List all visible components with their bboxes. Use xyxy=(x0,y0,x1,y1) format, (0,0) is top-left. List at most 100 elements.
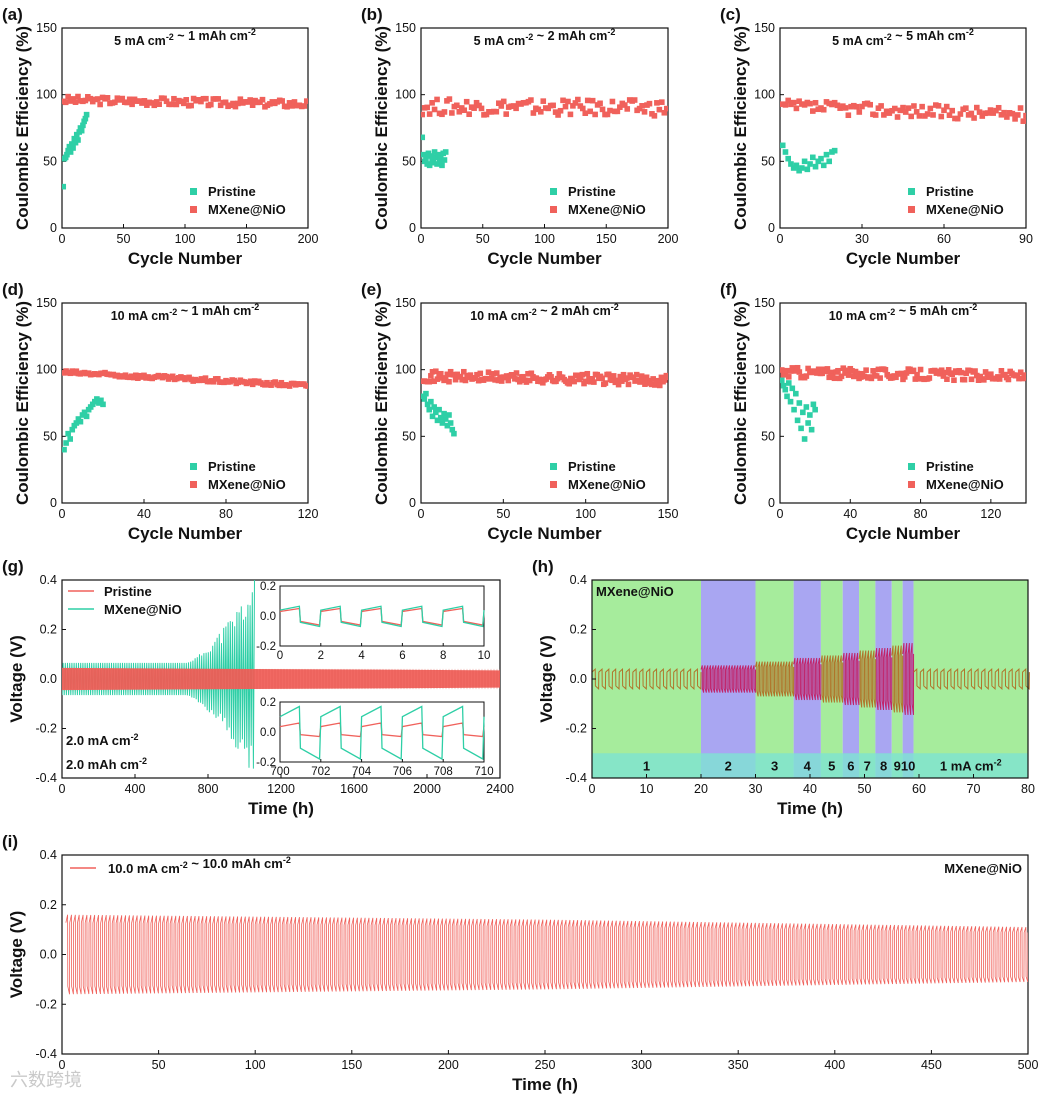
pristine-point xyxy=(780,382,787,389)
mxene-point xyxy=(484,375,490,382)
pristine-point xyxy=(429,413,436,420)
x-tick-label: 100 xyxy=(175,232,196,246)
mxene-point xyxy=(1004,114,1010,120)
inset-x-tick-label: 4 xyxy=(358,650,365,662)
mxene-point xyxy=(594,371,600,378)
mxene-point xyxy=(112,99,118,106)
x-tick-label: 70 xyxy=(967,782,981,796)
mxene-point xyxy=(858,374,864,380)
mxene-point xyxy=(231,377,237,384)
mxene-point xyxy=(550,102,556,109)
panel-label: (h) xyxy=(532,557,554,576)
pristine-point xyxy=(62,183,67,190)
pristine-point xyxy=(818,155,824,162)
rate-label: 5 xyxy=(828,759,835,774)
voltage-trace xyxy=(874,647,893,711)
mxene-point xyxy=(493,108,500,115)
y-tick-label: -0.4 xyxy=(35,771,57,785)
mxene-point xyxy=(82,97,89,104)
mxene-point xyxy=(235,100,241,107)
mxene-point xyxy=(472,375,479,381)
y-axis-title: Coulombic Efficiency (%) xyxy=(372,26,391,230)
mxene-point xyxy=(840,365,847,371)
mxene-point xyxy=(208,101,214,108)
mxene-point xyxy=(938,113,945,120)
mxene-point xyxy=(426,378,433,385)
mxene-point xyxy=(963,105,969,111)
pristine-point xyxy=(823,151,830,158)
pristine-point xyxy=(793,390,799,397)
mxene-point xyxy=(461,368,467,375)
pristine-point xyxy=(431,149,438,155)
y-tick-label: 100 xyxy=(36,88,57,102)
panel-label: (i) xyxy=(2,832,18,851)
mxene-point xyxy=(642,381,648,387)
inset-y-tick-label: -0.2 xyxy=(256,641,276,653)
mxene-point xyxy=(908,113,914,120)
pristine-point xyxy=(791,406,797,413)
pristine-point xyxy=(67,436,73,442)
pristine-point xyxy=(62,446,67,453)
pristine-point xyxy=(798,425,804,432)
inset-y-tick-label: 0.0 xyxy=(260,727,276,739)
panel-label: (a) xyxy=(2,5,23,24)
mxene-point xyxy=(949,371,955,378)
pristine-point xyxy=(437,414,444,421)
mxene-point xyxy=(530,110,537,116)
inset-x-tick-label: 0 xyxy=(277,650,283,662)
pristine-point xyxy=(428,153,434,159)
mxene-point xyxy=(905,105,912,111)
mxene-point xyxy=(842,105,849,111)
mxene-point xyxy=(651,113,658,119)
mxene-point xyxy=(648,381,655,388)
x-tick-label: 50 xyxy=(496,507,510,521)
mxene-point xyxy=(433,368,439,375)
mxene-point xyxy=(1020,118,1026,124)
mxene-point xyxy=(305,383,308,389)
pristine-point xyxy=(441,157,448,163)
pristine-point xyxy=(424,401,431,408)
mxene-point xyxy=(845,112,852,119)
mxene-point xyxy=(621,102,628,108)
mxene-point xyxy=(958,369,964,376)
panel-c: 0 30 60 90 0 50 100 150 Cycle Number Coulombic Ef… xyxy=(720,5,1033,268)
mxene-point xyxy=(301,103,308,109)
mxene-point xyxy=(232,103,239,110)
legend-marker xyxy=(908,481,915,488)
legend-entry: 10.0 mA cm-2 ~ 10.0 mAh cm-2 xyxy=(108,855,291,876)
pristine-point xyxy=(451,430,457,437)
legend-entry: Pristine xyxy=(104,584,152,599)
mxene-point xyxy=(503,373,510,379)
mxene-point xyxy=(998,367,1005,374)
pristine-point xyxy=(69,141,75,147)
mxene-point xyxy=(562,103,569,110)
panel-g: 0 400 800 1200 1600 2000 2400 -0.4 -0.2 0.0 0.2 0.4… xyxy=(2,557,514,818)
mxene-point xyxy=(451,372,457,378)
pristine-point xyxy=(796,400,803,406)
x-axis-title: Cycle Number xyxy=(128,249,243,268)
pristine-point xyxy=(787,398,794,405)
mxene-point xyxy=(513,105,519,112)
condition-label: 2.0 mAh cm-2 xyxy=(66,756,147,772)
mxene-point xyxy=(974,104,980,111)
mxene-point xyxy=(868,375,875,382)
mxene-point xyxy=(1012,116,1018,122)
mxene-point xyxy=(796,98,802,104)
pristine-point xyxy=(800,409,806,416)
y-tick-label: 0.0 xyxy=(40,948,57,962)
pristine-point xyxy=(78,127,85,134)
mxene-point xyxy=(805,365,811,372)
y-tick-label: 100 xyxy=(395,88,416,102)
mxene-point xyxy=(900,104,906,111)
mxene-point xyxy=(428,373,434,379)
mxene-point xyxy=(814,370,820,376)
rate-label: 4 xyxy=(804,759,812,774)
mxene-point xyxy=(467,372,474,378)
mxene-point xyxy=(961,376,968,383)
mxene-point xyxy=(461,107,468,114)
x-tick-label: 150 xyxy=(236,232,257,246)
pristine-point xyxy=(71,135,78,142)
voltage-trace xyxy=(858,650,876,708)
mxene-point xyxy=(951,377,957,384)
legend-entry: Pristine xyxy=(568,459,616,474)
